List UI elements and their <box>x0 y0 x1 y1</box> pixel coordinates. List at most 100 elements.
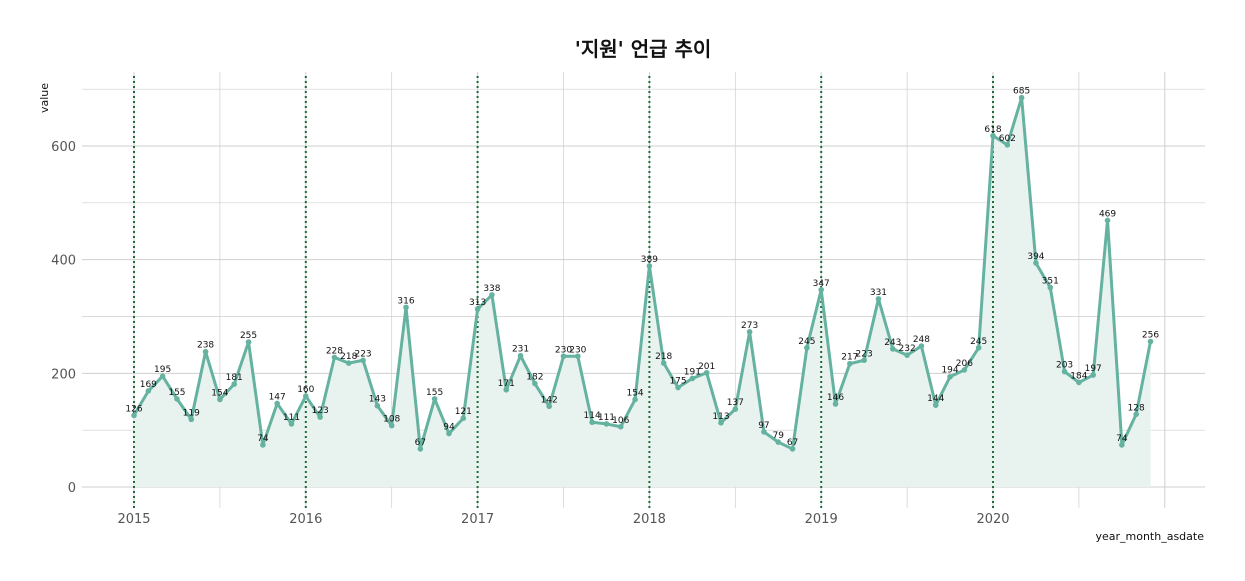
data-label: 232 <box>899 344 916 354</box>
data-label: 217 <box>841 353 858 363</box>
data-label: 245 <box>970 337 987 347</box>
x-tick-label: 2017 <box>461 512 494 527</box>
data-label: 147 <box>269 392 286 402</box>
data-label: 137 <box>727 398 744 408</box>
data-point <box>832 401 839 407</box>
x-tick-label: 2015 <box>117 512 150 527</box>
data-point <box>532 380 538 387</box>
y-tick-label: 0 <box>68 481 76 496</box>
data-label: 223 <box>354 349 371 359</box>
data-point <box>489 292 495 298</box>
data-label: 182 <box>526 373 543 383</box>
data-label: 113 <box>712 412 729 422</box>
data-label: 126 <box>125 404 142 414</box>
data-label: 142 <box>541 395 558 405</box>
data-label: 231 <box>512 345 529 355</box>
data-label: 111 <box>283 413 300 423</box>
data-point <box>546 403 552 410</box>
data-point <box>961 367 968 373</box>
data-labels: 126 169 195 155 119 238 154 181 255 74 147 111 160 12… <box>125 87 1159 448</box>
data-label: 181 <box>226 373 243 383</box>
data-label: 169 <box>140 380 157 390</box>
data-label: 602 <box>999 134 1016 144</box>
data-point <box>1147 338 1154 345</box>
data-label: 351 <box>1042 277 1059 287</box>
data-point <box>1104 217 1111 224</box>
data-label: 144 <box>927 394 944 404</box>
data-label: 123 <box>312 406 329 416</box>
data-point <box>761 429 767 435</box>
chart-title: '지원' 언급 추이 <box>575 37 712 61</box>
data-point <box>918 343 925 349</box>
data-label: 206 <box>956 359 973 369</box>
data-point <box>388 422 395 429</box>
data-point <box>818 286 824 293</box>
data-label: 245 <box>798 337 815 347</box>
data-point <box>231 381 238 387</box>
data-point <box>1018 94 1025 101</box>
data-point <box>1133 411 1139 418</box>
data-label: 119 <box>183 408 200 418</box>
data-label: 97 <box>758 421 769 431</box>
data-point <box>1090 372 1097 378</box>
data-point <box>1047 284 1054 291</box>
data-point <box>589 419 595 426</box>
series-line <box>132 96 1152 451</box>
data-label: 394 <box>1027 252 1044 262</box>
data-point <box>345 360 352 366</box>
data-label: 203 <box>1056 361 1073 371</box>
data-label: 347 <box>813 279 830 289</box>
data-point <box>1033 260 1039 266</box>
data-label: 256 <box>1142 331 1159 341</box>
y-axis-ticks: 0 200 400 600 <box>51 140 76 496</box>
y-axis-title: value <box>38 83 51 113</box>
data-point <box>202 348 209 355</box>
data-label: 201 <box>698 362 715 372</box>
data-point <box>245 339 252 345</box>
y-tick-label: 200 <box>51 367 76 382</box>
data-point <box>746 329 753 335</box>
data-label: 128 <box>1128 403 1145 413</box>
data-label: 106 <box>612 416 629 426</box>
data-point <box>159 373 166 379</box>
data-point <box>904 352 910 358</box>
data-label: 175 <box>669 377 686 387</box>
x-tick-label: 2019 <box>805 512 838 527</box>
data-label: 331 <box>870 288 887 298</box>
data-point <box>646 263 653 269</box>
data-label: 248 <box>913 335 930 345</box>
data-point <box>374 402 381 409</box>
data-point <box>617 423 624 430</box>
data-point <box>317 414 323 420</box>
data-label: 194 <box>941 366 958 376</box>
data-point <box>875 296 882 302</box>
data-label: 108 <box>383 415 400 425</box>
data-point <box>517 352 524 359</box>
data-label: 155 <box>168 388 185 398</box>
data-point <box>861 357 867 364</box>
data-label: 67 <box>787 438 798 448</box>
area-fill <box>134 97 1151 488</box>
data-point <box>947 373 953 380</box>
data-label: 74 <box>1116 434 1128 444</box>
data-point <box>188 416 195 423</box>
data-point <box>274 400 280 407</box>
data-label: 79 <box>773 431 785 441</box>
data-point <box>303 393 309 399</box>
data-point <box>718 419 724 426</box>
data-label: 469 <box>1099 209 1116 219</box>
data-point <box>403 304 409 311</box>
data-point <box>1076 379 1082 386</box>
data-label: 197 <box>1085 364 1102 374</box>
data-point <box>603 421 610 427</box>
data-label: 121 <box>455 407 472 417</box>
data-point <box>703 369 710 376</box>
data-point <box>474 306 481 312</box>
data-point <box>331 354 338 361</box>
data-point <box>847 360 853 367</box>
data-label: 238 <box>197 341 214 351</box>
data-point <box>431 396 438 402</box>
data-label: 218 <box>340 352 357 362</box>
data-label: 154 <box>626 388 643 398</box>
